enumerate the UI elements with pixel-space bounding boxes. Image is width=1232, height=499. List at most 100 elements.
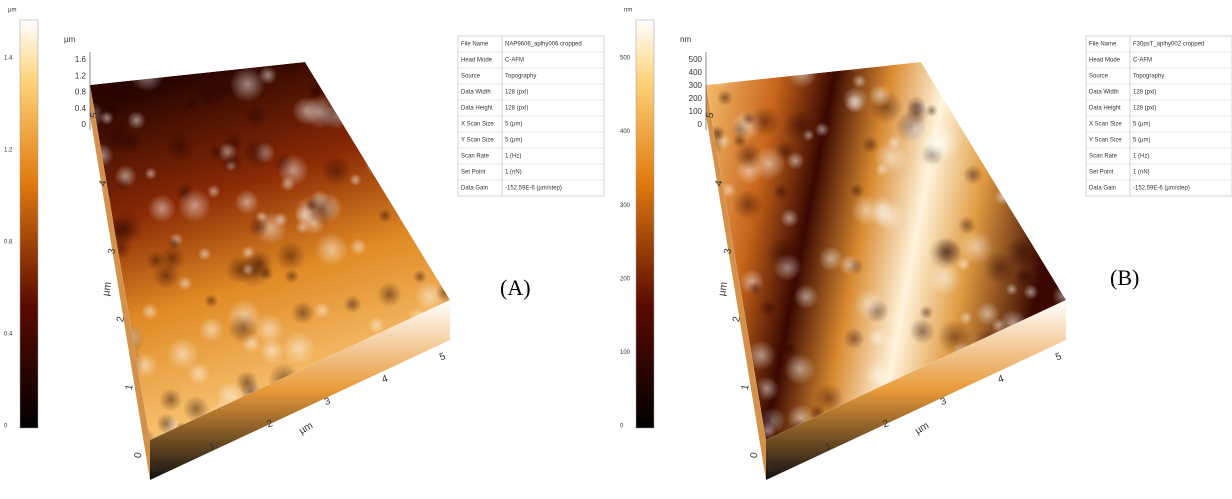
info-value: NAP9606_aplhy006 cropped [505,42,582,48]
info-value: 5 (µm) [505,138,522,144]
surface-grain [937,44,961,68]
surface-grain [976,302,1000,326]
surface-grain [184,96,199,111]
info-value: 5 (µm) [1133,138,1150,144]
y-axis-label: µm [717,281,730,297]
y-axis-tick: 1 [124,383,136,391]
surface-grain [906,96,927,117]
x-axis-tick: 3 [939,396,948,408]
surface-grain [340,53,355,68]
z-axis-tick: 400 [689,68,703,77]
surface-grain [315,233,349,267]
color-bar [20,20,38,428]
info-value: F30psT_aplhy002 cropped [1133,42,1204,48]
surface-grain [291,301,315,325]
surface-grain [430,349,464,383]
surface-grain [1005,283,1018,296]
surface-grain [275,241,305,271]
info-key: X Scan Size [461,122,494,128]
surface-grain [964,108,993,137]
surface-grain [958,82,989,113]
info-key: Scan Rate [461,154,490,160]
surface-grain [378,209,392,223]
surface-grain [199,317,224,342]
surface-grain [909,318,935,344]
surface-grain [815,122,830,137]
surface-grain [1051,103,1077,129]
info-value: -152.59E-6 (µm/step) [1133,186,1190,192]
info-key: File Name [1089,42,1117,48]
z-axis-unit: µm [64,35,76,44]
info-key: Y Scan Size [1089,138,1122,144]
surface-grain [982,46,1013,77]
surface-grain [696,180,711,195]
surface-grain [1034,360,1048,374]
surface-grain [350,238,368,256]
surface-grain [343,295,361,313]
surface-grain [1016,363,1030,377]
info-value: 5 (µm) [1133,122,1150,128]
info-value: 5 (µm) [505,122,522,128]
afm-panel: µm1.41.20.80.40µm1.61.20.80.40012345µm01… [4,8,604,480]
surface-grain [321,155,352,186]
surface-grain [1058,159,1073,174]
surface-grain [68,423,95,450]
info-value: 128 (pxl) [1133,106,1156,112]
afm-panel: nm5004003002001000nm50040030020010000123… [620,8,1232,480]
surface-grain [786,152,804,170]
y-axis-tick: 1 [740,383,752,391]
z-axis-tick: 200 [689,94,703,103]
surface-grain [784,353,815,384]
surface-grain [1053,184,1082,213]
surface-grain [1003,386,1034,417]
surface-grain [245,250,273,278]
surface-grain [683,265,713,295]
surface-grain [919,305,934,320]
info-value: Topography [1133,74,1164,80]
surface-grain [399,206,420,227]
surface-grain [868,84,891,107]
surface-grain [710,341,738,369]
surface-grain [716,330,746,360]
surface-grain [925,124,961,160]
surface-grain [413,270,427,284]
info-value: 1 (Hz) [1133,154,1149,160]
z-axis-tick: 0.4 [75,104,87,113]
info-key: Source [461,74,481,80]
surface-grain [1058,247,1079,268]
surface-grain [167,237,181,251]
surface-grain [751,146,785,180]
info-value: 128 (pxl) [505,106,528,112]
surface-grain [78,143,93,158]
color-bar-unit: nm [624,8,632,14]
y-axis-tick: 0 [749,451,761,459]
surface-grain [77,260,106,289]
surface-grain [377,282,402,307]
surface-grain [717,90,733,106]
color-bar-unit: µm [8,8,16,14]
surface-grain [137,63,151,77]
surface-grain [114,165,136,187]
surface-grain [127,40,159,72]
surface-grain [101,122,132,153]
color-bar-tick: 0.4 [4,332,13,338]
x-axis-tick: 3 [323,396,332,408]
info-value: Topography [505,74,536,80]
surface-grain [244,104,268,128]
surface-grain [783,109,815,141]
surface-grain [159,388,182,411]
surface-grain [983,251,1016,284]
x-axis-tick: 4 [997,373,1006,385]
surface-grain [1063,229,1075,241]
color-bar-tick: 0.8 [4,240,13,246]
surface-grain [787,58,817,88]
info-key: Data Height [1089,106,1121,112]
surface-grain [445,50,459,64]
surface-grain [875,163,889,177]
surface-grain [432,170,455,193]
surface-grain [385,114,405,134]
surface-grain [852,74,866,88]
info-key: Data Width [1089,90,1119,96]
surface-grain [380,424,410,454]
z-axis-tick: 1.6 [75,55,87,64]
